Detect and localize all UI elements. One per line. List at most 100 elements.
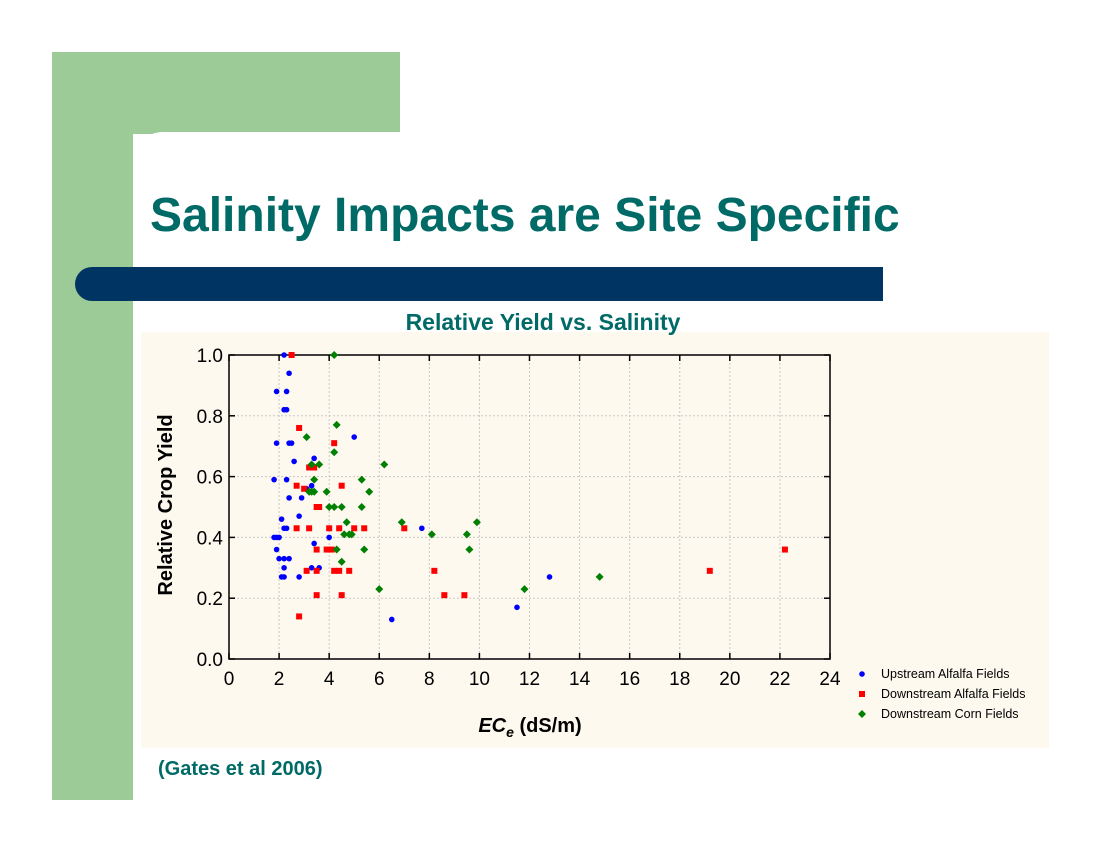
- x-tick-label: 8: [424, 669, 435, 690]
- legend-label-upstream-alfalfa-fields: Upstream Alfalfa Fields: [881, 667, 1010, 681]
- data-point-upstream-alfalfa-fields: [281, 574, 287, 580]
- data-point-downstream-alfalfa-fields: [441, 592, 448, 599]
- y-tick-label: 0.6: [197, 468, 223, 489]
- data-point-downstream-corn-fields: [310, 487, 319, 496]
- x-axis-label-main: EC: [478, 715, 506, 737]
- data-point-downstream-alfalfa-fields: [306, 464, 313, 471]
- data-point-upstream-alfalfa-fields: [283, 388, 290, 395]
- data-point-downstream-alfalfa-fields: [331, 440, 338, 447]
- data-point-upstream-alfalfa-fields: [311, 540, 317, 547]
- data-point-upstream-alfalfa-fields: [546, 574, 553, 580]
- x-tick-label: 2: [274, 669, 285, 690]
- data-point-downstream-corn-fields: [322, 487, 331, 496]
- data-point-downstream-corn-fields: [342, 518, 351, 527]
- x-axis-label: ECe (dS/m): [478, 715, 581, 740]
- data-point-downstream-alfalfa-fields: [346, 567, 353, 574]
- data-point-downstream-corn-fields: [397, 518, 406, 527]
- data-point-upstream-alfalfa-fields: [291, 458, 297, 465]
- x-axis-label-subscript: e: [506, 724, 514, 740]
- data-point-downstream-alfalfa-fields: [361, 525, 368, 532]
- data-point-upstream-alfalfa-fields: [308, 482, 315, 489]
- y-tick-label: 0.2: [197, 589, 223, 610]
- data-point-downstream-corn-fields: [357, 475, 366, 484]
- data-point-upstream-alfalfa-fields: [281, 565, 287, 571]
- data-point-upstream-alfalfa-fields: [286, 555, 292, 562]
- chart-axis-ticks: 0 2 4 6 8 10 12 14 16 18 20 22 240.00.20.40.60.81.0: [197, 346, 841, 690]
- data-point-downstream-corn-fields: [375, 585, 384, 594]
- y-tick-label: 0.0: [197, 650, 223, 671]
- data-point-downstream-corn-fields: [332, 545, 341, 554]
- data-point-upstream-alfalfa-fields: [276, 555, 282, 562]
- data-point-downstream-corn-fields: [332, 420, 341, 429]
- data-point-downstream-corn-fields: [347, 530, 356, 539]
- x-tick-label: 12: [519, 669, 540, 690]
- data-point-downstream-alfalfa-fields: [351, 525, 358, 532]
- data-point-upstream-alfalfa-fields: [273, 388, 280, 395]
- data-point-upstream-alfalfa-fields: [273, 440, 280, 446]
- x-tick-label: 4: [324, 669, 335, 690]
- data-point-downstream-corn-fields: [595, 572, 604, 581]
- x-tick-label: 6: [374, 669, 385, 690]
- x-tick-label: 0: [224, 669, 235, 690]
- data-point-upstream-alfalfa-fields: [296, 513, 302, 519]
- data-point-downstream-corn-fields: [337, 557, 346, 566]
- data-point-downstream-alfalfa-fields: [401, 525, 408, 532]
- data-point-downstream-corn-fields: [472, 518, 481, 527]
- data-point-upstream-alfalfa-fields: [288, 440, 295, 446]
- data-point-downstream-corn-fields: [330, 351, 339, 359]
- legend-marker-downstream-corn-fields: [858, 710, 866, 718]
- x-tick-label: 18: [669, 669, 690, 690]
- data-point-upstream-alfalfa-fields: [351, 434, 358, 440]
- data-point-upstream-alfalfa-fields: [419, 525, 425, 532]
- data-point-downstream-alfalfa-fields: [311, 464, 318, 471]
- data-point-downstream-corn-fields: [380, 460, 389, 469]
- data-point-downstream-corn-fields: [427, 530, 436, 539]
- data-point-downstream-alfalfa-fields: [323, 546, 330, 553]
- data-point-downstream-corn-fields: [307, 460, 316, 469]
- chart-title: Relative Yield vs. Salinity: [406, 309, 681, 335]
- y-tick-label: 1.0: [197, 346, 223, 367]
- data-point-downstream-corn-fields: [365, 487, 374, 496]
- data-point-downstream-alfalfa-fields: [461, 592, 468, 599]
- data-point-downstream-alfalfa-fields: [301, 485, 308, 492]
- chart-legend: Upstream Alfalfa Fields Downstream Alfalf…: [858, 667, 1026, 721]
- data-point-downstream-corn-fields: [462, 530, 471, 539]
- data-point-upstream-alfalfa-fields: [514, 604, 520, 611]
- data-point-downstream-alfalfa-fields: [336, 567, 343, 574]
- x-tick-label: 20: [719, 669, 740, 690]
- data-point-downstream-alfalfa-fields: [303, 567, 310, 574]
- x-axis-label-unit: (dS/m): [514, 715, 582, 737]
- data-point-upstream-alfalfa-fields: [286, 495, 292, 501]
- data-point-downstream-alfalfa-fields: [706, 567, 713, 574]
- data-point-downstream-corn-fields: [357, 503, 366, 511]
- data-point-upstream-alfalfa-fields: [296, 574, 302, 580]
- data-point-upstream-alfalfa-fields: [283, 406, 290, 413]
- data-point-upstream-alfalfa-fields: [311, 455, 317, 462]
- data-point-downstream-alfalfa-fields: [338, 592, 345, 599]
- legend-marker-upstream-alfalfa-fields: [859, 671, 865, 677]
- data-point-upstream-alfalfa-fields: [298, 495, 305, 501]
- data-point-downstream-corn-fields: [325, 503, 334, 511]
- data-point-upstream-alfalfa-fields: [388, 616, 395, 623]
- data-point-downstream-corn-fields: [310, 475, 319, 484]
- title-underline-bar: [75, 267, 883, 301]
- data-point-upstream-alfalfa-fields: [276, 534, 282, 541]
- data-point-downstream-alfalfa-fields: [313, 546, 320, 553]
- data-point-downstream-alfalfa-fields: [326, 525, 333, 532]
- data-point-downstream-corn-fields: [302, 433, 311, 442]
- data-point-downstream-alfalfa-fields: [781, 546, 788, 553]
- data-point-upstream-alfalfa-fields: [286, 370, 292, 377]
- data-point-upstream-alfalfa-fields: [283, 525, 290, 532]
- x-tick-label: 10: [469, 669, 490, 690]
- x-tick-label: 14: [569, 669, 591, 690]
- data-point-downstream-corn-fields: [330, 448, 339, 457]
- data-point-downstream-alfalfa-fields: [313, 567, 320, 574]
- data-point-upstream-alfalfa-fields: [308, 565, 315, 571]
- data-point-downstream-corn-fields: [465, 545, 474, 554]
- citation: (Gates et al 2006): [158, 758, 323, 780]
- data-point-upstream-alfalfa-fields: [281, 555, 287, 562]
- slide-title: Salinity Impacts are Site Specific: [150, 189, 900, 242]
- legend-label-downstream-alfalfa-fields: Downstream Alfalfa Fields: [881, 687, 1026, 701]
- data-point-upstream-alfalfa-fields: [281, 352, 287, 358]
